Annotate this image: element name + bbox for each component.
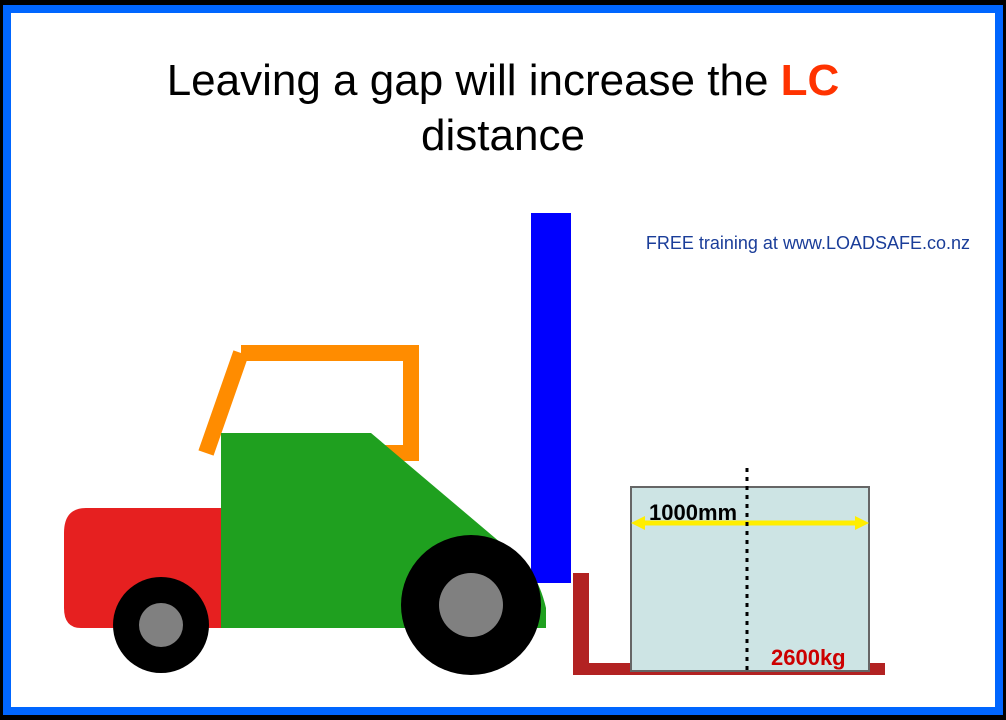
- forklift-diagram: [11, 13, 995, 707]
- front-wheel-hub: [439, 573, 503, 637]
- mast: [531, 213, 571, 583]
- diagram-frame: Leaving a gap will increase the LC dista…: [3, 5, 1003, 715]
- back-wheel-hub: [139, 603, 183, 647]
- fork-vertical: [573, 573, 589, 671]
- weight-label: 2600kg: [771, 645, 846, 671]
- distance-label: 1000mm: [649, 500, 737, 526]
